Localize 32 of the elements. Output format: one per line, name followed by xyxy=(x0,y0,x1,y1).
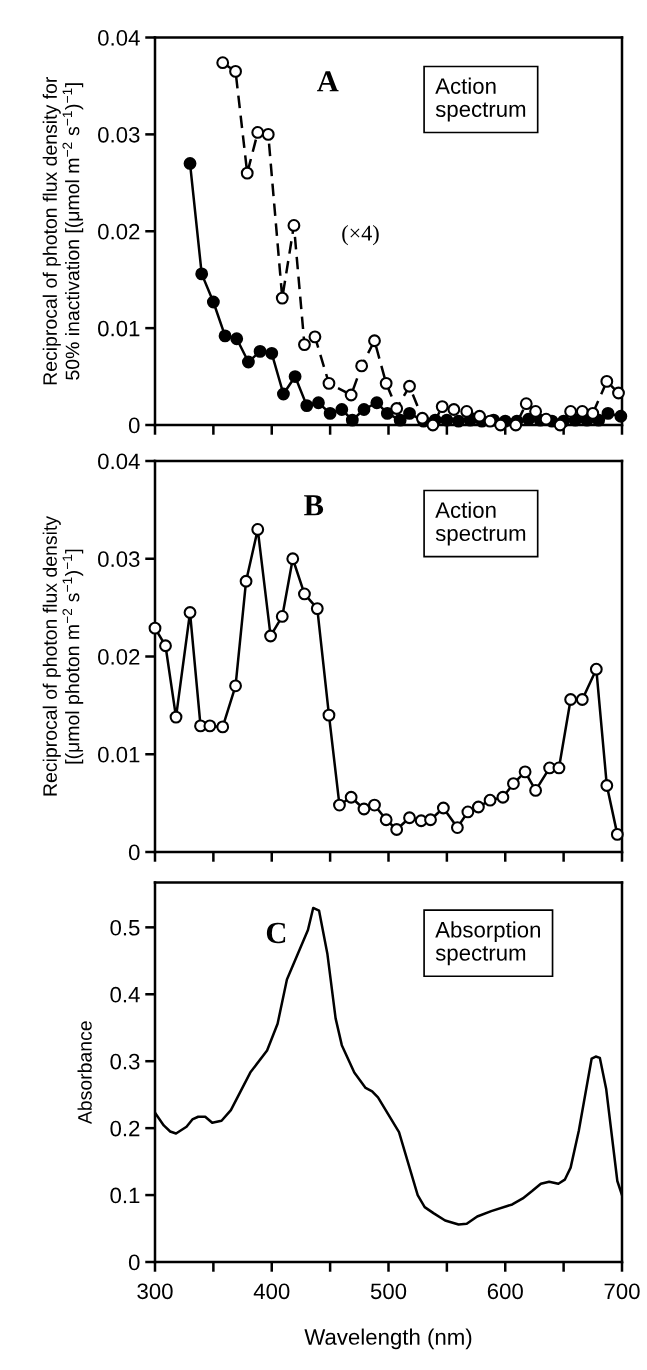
y-tick-label: 0.5 xyxy=(110,919,140,936)
text: C xyxy=(266,922,286,944)
y-tick-label: 0 xyxy=(128,1254,140,1271)
y-tick-label: 0.04 xyxy=(98,30,140,46)
x-tick-label: 700 xyxy=(604,1283,640,1300)
y-tick-label: 0.1 xyxy=(110,1187,140,1204)
annotation: Action spectrum xyxy=(435,77,526,122)
y-tick-label: 0.01 xyxy=(98,746,140,763)
text: A xyxy=(317,71,339,92)
y-tick-label: 0 xyxy=(128,844,140,861)
x-tick-label: 400 xyxy=(253,1283,290,1300)
y-tick-label: 0.02 xyxy=(98,223,140,240)
annotation: (×4) xyxy=(342,225,379,246)
y-tick-label: 0.04 xyxy=(98,453,140,470)
y-tick-label: 0.3 xyxy=(110,1053,140,1070)
annotation: Absorption spectrum xyxy=(435,921,540,966)
y-tick-label: 0.4 xyxy=(110,986,140,1003)
y-tick-label: 0.2 xyxy=(110,1120,140,1137)
y-tick-label: 0.03 xyxy=(98,126,140,143)
y-axis-title: Reciprocal of photon flux density [(μmol photon m$^{−2}$ s$^{−1}$)$^{−1}$] xyxy=(42,516,84,796)
x-tick-label: 500 xyxy=(370,1283,407,1300)
x-tick-label: 600 xyxy=(487,1283,523,1300)
y-tick-label: 0.02 xyxy=(98,649,140,665)
text: B xyxy=(304,495,324,516)
y-axis-title: Reciprocal of photon flux density for 50% inactivation [(μmol m$^{−2}$ s$^{−1}$)$^{−1}$] xyxy=(42,77,84,385)
y-tick-label: 0.03 xyxy=(98,551,140,568)
x-tick-label: 300 xyxy=(137,1283,173,1300)
y-tick-label: 0 xyxy=(128,417,140,434)
y-axis-title: Absorbance xyxy=(77,1021,92,1125)
annotation: Action spectrum xyxy=(435,501,526,546)
x-axis-title: Wavelength (nm) xyxy=(304,1328,472,1350)
y-tick-label: 0.01 xyxy=(98,320,140,337)
